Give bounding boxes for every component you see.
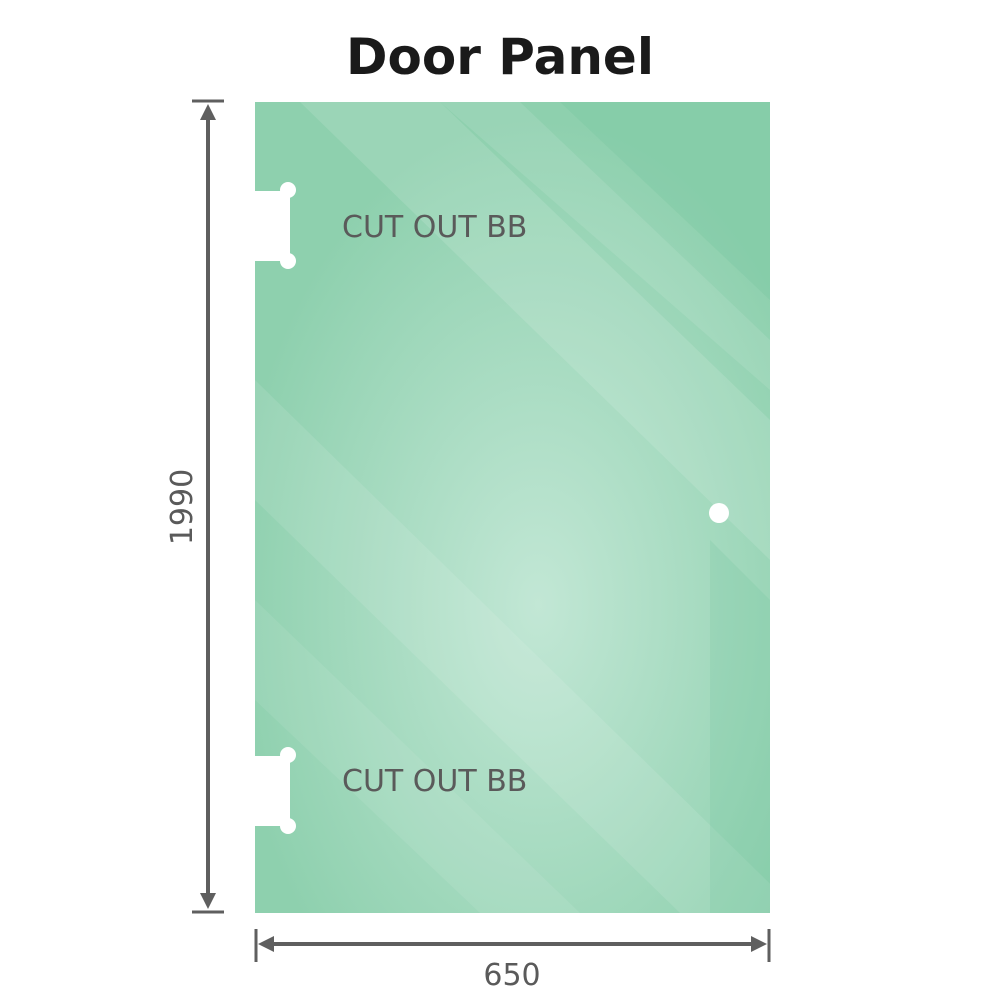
glass-panel	[255, 102, 770, 913]
cutout-label-bottom: CUT OUT BB	[342, 764, 527, 799]
cutout-label-top: CUT OUT BB	[342, 210, 527, 245]
width-dimension	[254, 929, 771, 962]
height-label: 1990	[165, 469, 200, 545]
diagram-title: Door Panel	[346, 28, 654, 86]
height-dimension	[192, 99, 224, 914]
cutout-bottom	[250, 747, 296, 834]
cutout-top	[250, 182, 296, 269]
glass-reflections	[255, 102, 770, 913]
width-label: 650	[483, 958, 540, 993]
handle-hole	[709, 503, 729, 523]
